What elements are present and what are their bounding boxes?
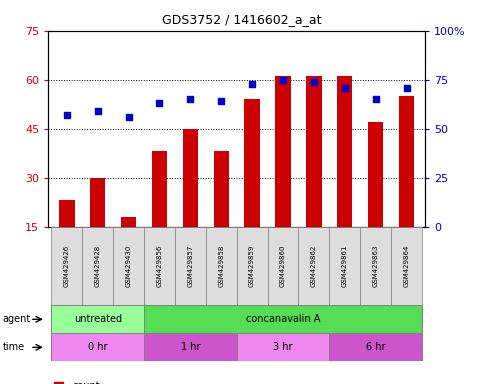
Bar: [144, 227, 175, 305]
Bar: [54, 382, 63, 384]
Point: [403, 84, 411, 91]
Bar: [82, 227, 113, 305]
Point: [341, 84, 349, 91]
Text: 1 hr: 1 hr: [181, 342, 200, 353]
Bar: [329, 227, 360, 305]
Point: [125, 114, 132, 120]
Point: [248, 81, 256, 87]
Text: GSM429428: GSM429428: [95, 245, 101, 287]
Bar: [113, 227, 144, 305]
Text: 6 hr: 6 hr: [366, 342, 385, 353]
Bar: [175, 227, 206, 305]
Text: GSM429856: GSM429856: [156, 245, 162, 287]
Bar: [59, 200, 74, 276]
Bar: [237, 227, 268, 305]
Text: count: count: [72, 381, 100, 384]
Text: 0 hr: 0 hr: [88, 342, 107, 353]
Bar: [237, 333, 329, 361]
Text: agent: agent: [2, 314, 30, 324]
Bar: [213, 152, 229, 276]
Point: [217, 98, 225, 104]
Bar: [368, 122, 384, 276]
Text: 3 hr: 3 hr: [273, 342, 293, 353]
Bar: [337, 76, 353, 276]
Point: [310, 79, 318, 85]
Bar: [51, 333, 144, 361]
Point: [279, 77, 287, 83]
Bar: [244, 99, 260, 276]
Text: time: time: [2, 342, 25, 353]
Text: GSM429861: GSM429861: [342, 245, 348, 287]
Bar: [144, 305, 422, 333]
Bar: [206, 227, 237, 305]
Point: [94, 108, 101, 114]
Bar: [391, 227, 422, 305]
Bar: [152, 152, 167, 276]
Point: [372, 96, 380, 103]
Text: GSM429860: GSM429860: [280, 245, 286, 287]
Point: [156, 100, 163, 106]
Text: untreated: untreated: [73, 314, 122, 324]
Bar: [329, 333, 422, 361]
Bar: [399, 96, 414, 276]
Bar: [298, 227, 329, 305]
Text: GSM429857: GSM429857: [187, 245, 193, 287]
Text: GSM429864: GSM429864: [403, 245, 410, 287]
Bar: [51, 227, 82, 305]
Bar: [183, 129, 198, 276]
Bar: [268, 227, 298, 305]
Bar: [90, 178, 105, 276]
Point: [63, 112, 71, 118]
Text: GSM429430: GSM429430: [126, 245, 131, 287]
Text: GSM429863: GSM429863: [372, 245, 379, 287]
Text: GSM429859: GSM429859: [249, 245, 255, 287]
Bar: [144, 333, 237, 361]
Bar: [360, 227, 391, 305]
Text: GDS3752 / 1416602_a_at: GDS3752 / 1416602_a_at: [162, 13, 321, 26]
Text: GSM429862: GSM429862: [311, 245, 317, 287]
Bar: [51, 305, 144, 333]
Text: GSM429426: GSM429426: [64, 245, 70, 287]
Point: [186, 96, 194, 103]
Text: GSM429858: GSM429858: [218, 245, 224, 287]
Bar: [306, 76, 322, 276]
Bar: [275, 76, 291, 276]
Text: concanavalin A: concanavalin A: [246, 314, 320, 324]
Bar: [121, 217, 136, 276]
